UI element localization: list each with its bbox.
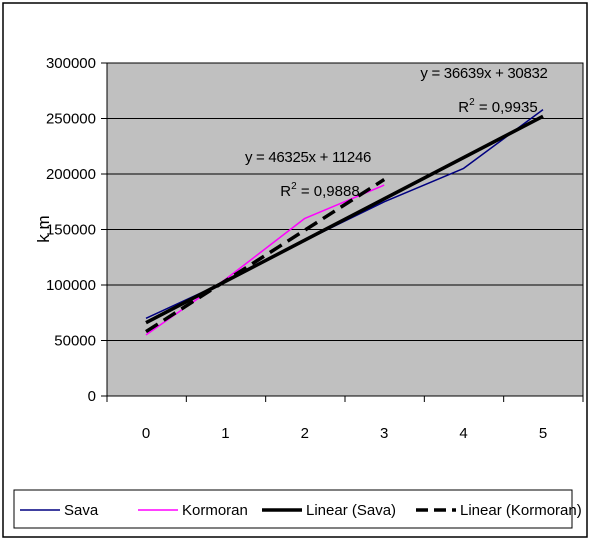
sava-r2: R2 = 0,9935 [458, 97, 537, 116]
legend-label: Sava [64, 502, 99, 519]
x-tick-label: 3 [380, 425, 388, 442]
y-tick-label: 150000 [46, 222, 96, 239]
x-tick-label: 5 [539, 425, 547, 442]
x-tick-label: 2 [301, 425, 309, 442]
y-tick-label: 250000 [46, 111, 96, 128]
legend-label: Linear (Sava) [306, 502, 396, 519]
x-tick-label: 1 [221, 425, 229, 442]
series-line-linear-sava [145, 114, 544, 325]
annotation-kormoran: y = 46325x + 11246 R2 = 0,9888 [245, 149, 371, 200]
kormoran-equation: y = 46325x + 11246 [245, 149, 371, 166]
legend: Sava Kormoran Linear (Sava) Linear (Kormora… [13, 489, 582, 529]
y-tick-label: 200000 [46, 166, 96, 183]
kormoran-r2: R2 = 0,9888 [280, 181, 359, 200]
series-layer [145, 108, 544, 336]
y-tick-label: 50000 [54, 333, 96, 350]
x-tick-label: 4 [459, 425, 467, 442]
sava-equation: y = 36639x + 30832 [420, 65, 547, 82]
y-tick-label: 100000 [46, 277, 96, 294]
axes: 0 50000 100000 150000 200000 250000 300000 0 1 2 3… [46, 55, 584, 442]
series-line-linear-kormoran [145, 178, 386, 334]
legend-label: Linear (Kormoran) [460, 502, 582, 519]
y-tick-label: 0 [88, 388, 96, 405]
y-tick-label: 300000 [46, 55, 96, 72]
legend-label: Kormoran [182, 502, 248, 519]
x-tick-label: 0 [142, 425, 150, 442]
annotation-sava: y = 36639x + 30832 R2 = 0,9935 [420, 65, 548, 116]
y-axis-label: k m [34, 215, 53, 242]
